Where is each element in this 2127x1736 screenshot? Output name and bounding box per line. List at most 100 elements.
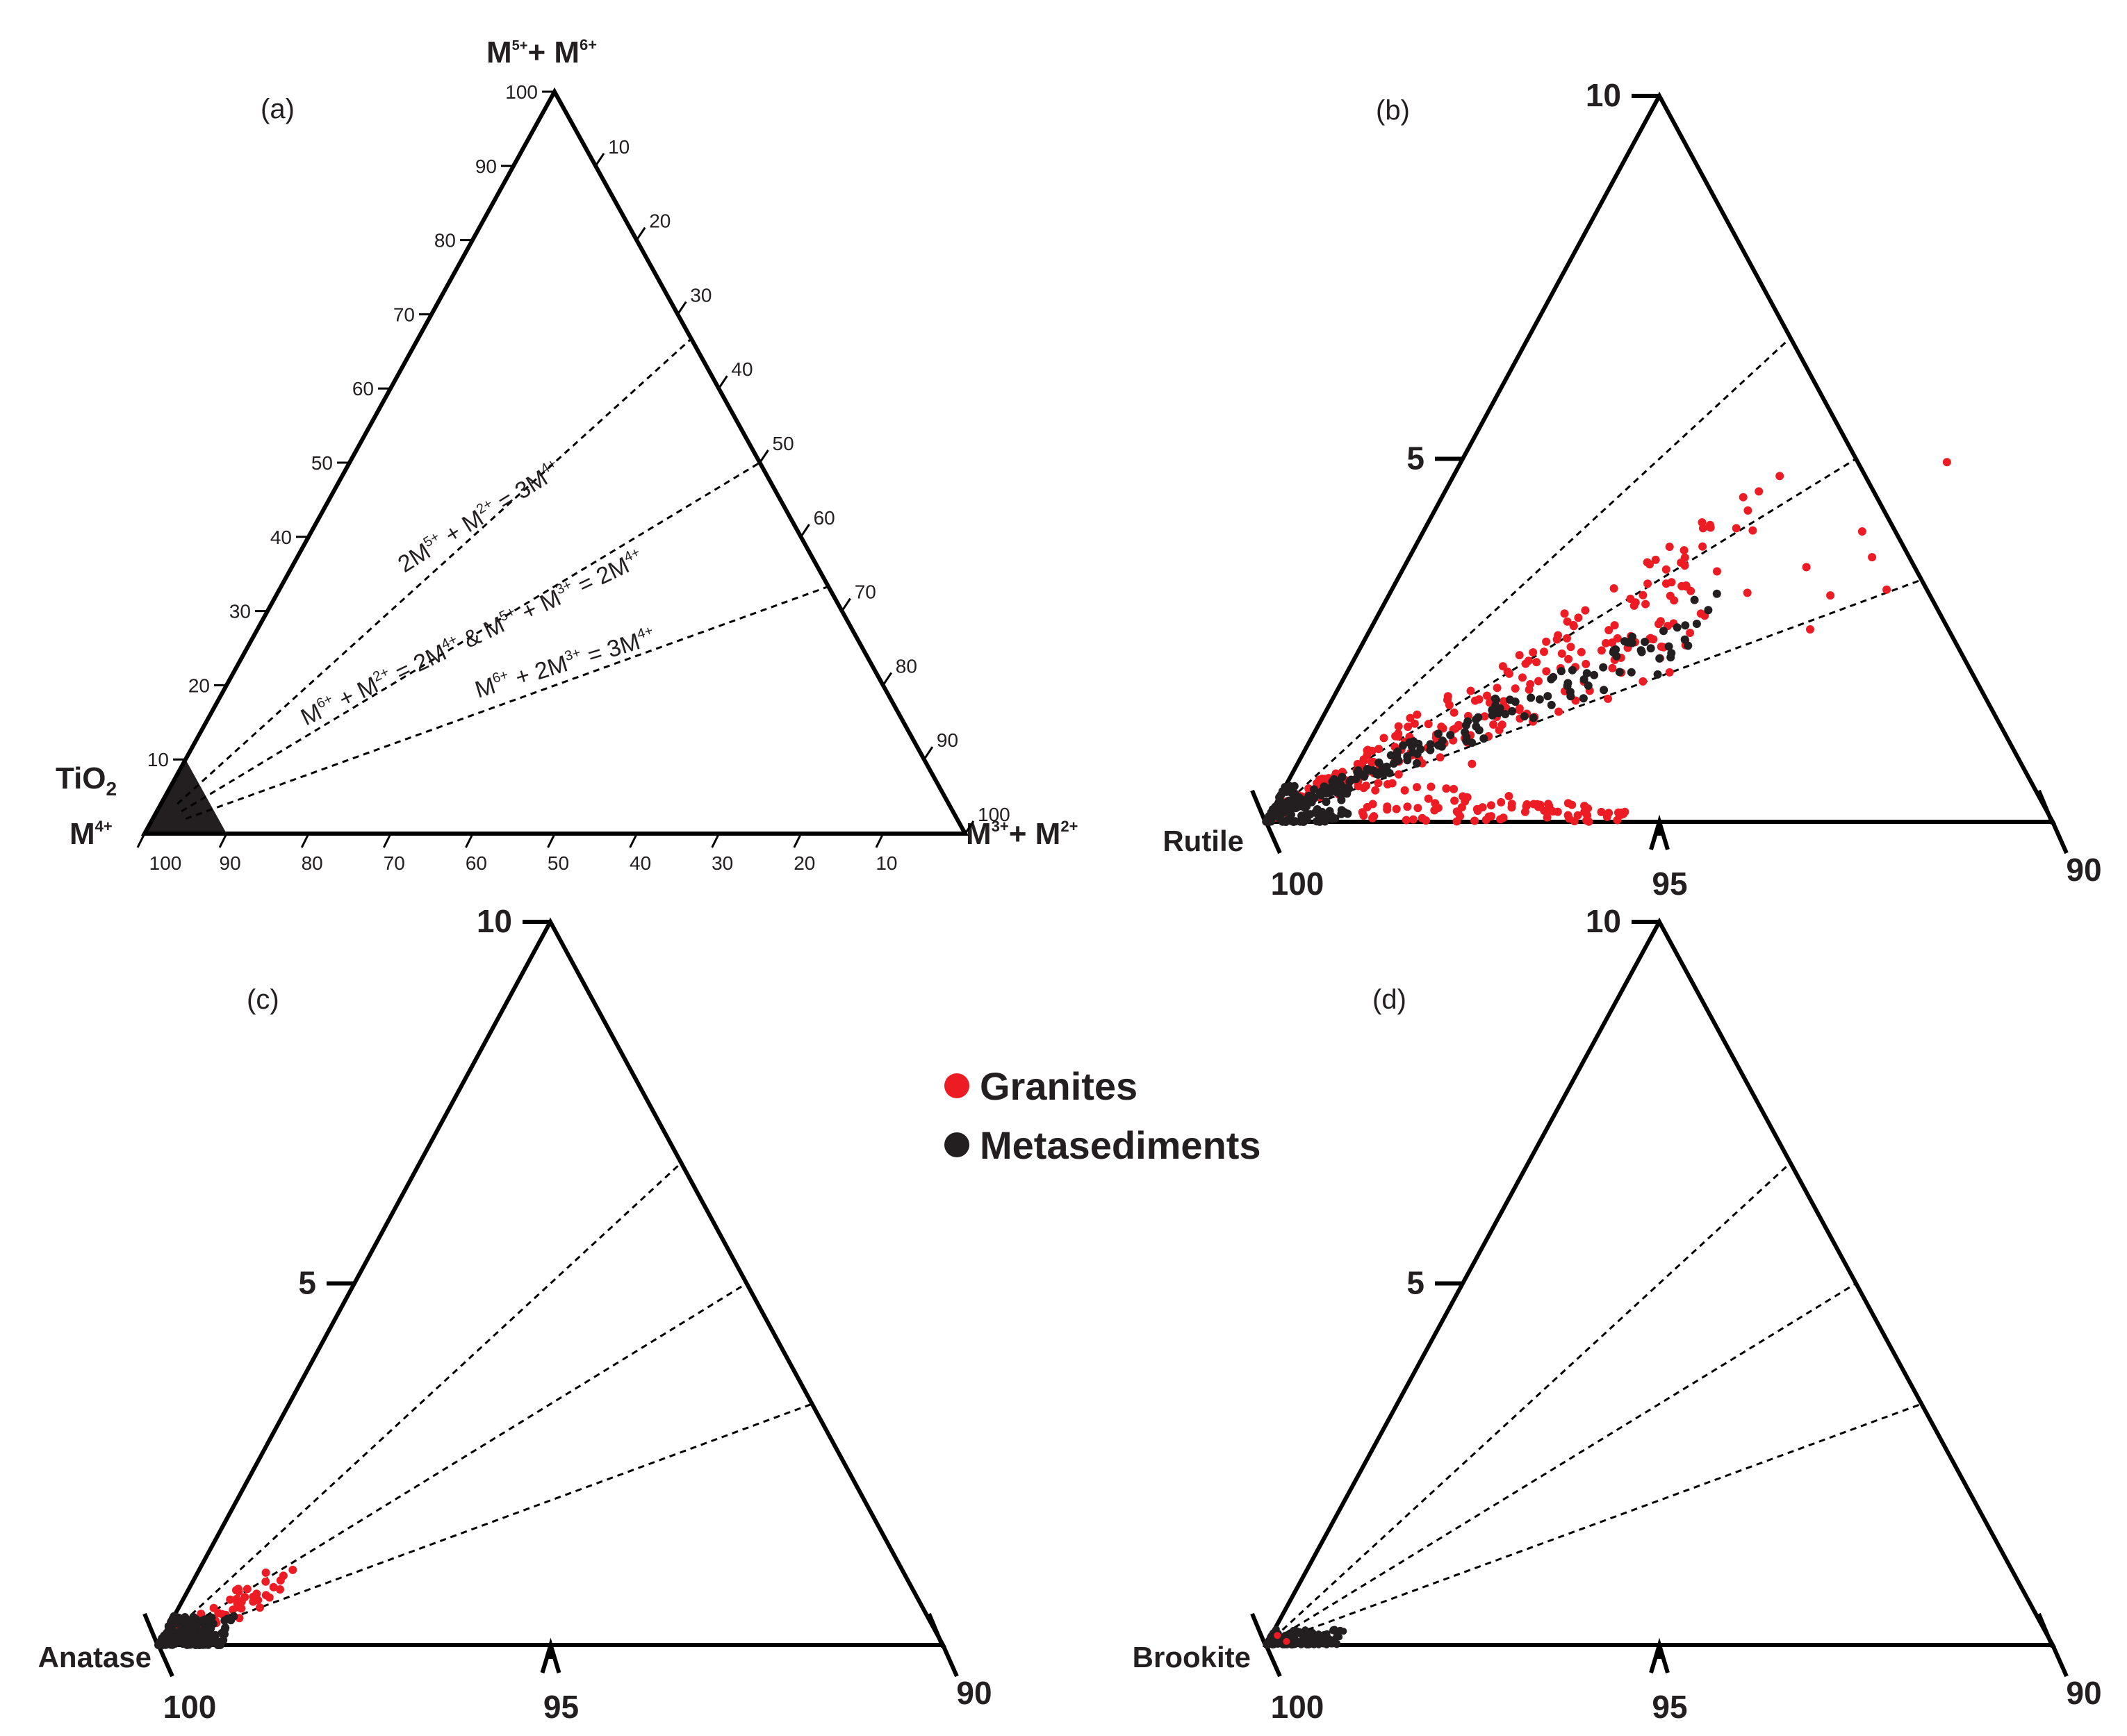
metasediment-point [1298, 815, 1307, 824]
granite-point [243, 1585, 252, 1594]
granite-point [1368, 813, 1377, 822]
granite-point [1379, 734, 1388, 743]
metasediment-point [1692, 620, 1701, 628]
metasediment-point [1527, 693, 1536, 702]
metasediment-point [1609, 648, 1618, 656]
right-tick-label: 20 [649, 210, 671, 232]
metasediment-point [1582, 669, 1591, 678]
granite-point [1569, 622, 1578, 631]
granite-point [1667, 578, 1676, 587]
granite-point [1680, 546, 1689, 555]
granite-point [1806, 625, 1814, 634]
granite-point [1475, 695, 1484, 704]
legend-granites-marker [944, 1073, 969, 1098]
granite-point [1857, 527, 1866, 536]
metasediment-point [181, 1613, 190, 1621]
granite-point [1487, 812, 1496, 820]
metasediment-point [1520, 712, 1529, 721]
metasediment-point [1266, 1634, 1274, 1642]
legend: Granites Metasediments [944, 1064, 1261, 1167]
bottom-tick-mark [629, 833, 638, 848]
substitution-line [185, 585, 829, 820]
reaction-label-1: 2M5+ + M2+ = 3M4+ [393, 456, 566, 577]
mineral-label: Brookite [1133, 1641, 1251, 1673]
granite-point [1394, 729, 1403, 738]
granite-point [1403, 802, 1412, 811]
granite-point [1515, 706, 1524, 714]
metasediment-point [1566, 692, 1575, 701]
corner-mark [1250, 1612, 1268, 1648]
granite-point [261, 1568, 270, 1577]
metasediment-point [1579, 694, 1588, 703]
axis-label-100: 100 [163, 1689, 217, 1725]
granite-point [1651, 555, 1660, 564]
granite-point [1584, 817, 1593, 826]
metasediment-point [220, 1630, 229, 1639]
substitution-line [158, 1282, 748, 1646]
metasediment-point [1290, 789, 1299, 798]
granite-point [1533, 800, 1542, 809]
substitution-line [176, 338, 692, 805]
granite-point [1732, 524, 1741, 533]
metasediment-point [1461, 728, 1470, 736]
granite-point [1404, 722, 1413, 731]
right-tick-mark [882, 672, 893, 686]
granite-point [1445, 701, 1454, 709]
panel-d-brookite: 100 95 90 5 10 (d) Brookite [1133, 903, 2102, 1725]
granite-point [1436, 753, 1445, 762]
granite-point [1639, 590, 1648, 600]
metasediment-point [1332, 781, 1341, 790]
left-tick-label: 30 [229, 601, 251, 622]
substitution-line [1265, 1282, 1857, 1646]
axis-label-10: 10 [477, 903, 512, 939]
metasediment-point [1641, 638, 1650, 646]
granite-point [1626, 595, 1635, 603]
granite-point [1507, 800, 1516, 809]
metasediment-point [1281, 818, 1290, 826]
axis-label-95: 95 [1652, 1689, 1687, 1725]
granite-point [1434, 804, 1443, 812]
granite-point [1452, 817, 1461, 826]
granite-point [1424, 794, 1433, 803]
granite-point [1424, 720, 1433, 729]
granite-point [249, 1597, 258, 1606]
substitution-line [1265, 1403, 1922, 1646]
metasediment-point [176, 1636, 185, 1645]
metasediment-point [1549, 672, 1558, 681]
metasediment-point [206, 1615, 215, 1624]
granite-point [1563, 634, 1571, 643]
granite-point [1713, 567, 1721, 576]
metasediment-point [1386, 751, 1395, 760]
granite-point [1613, 816, 1622, 825]
left-tick-label: 60 [352, 378, 374, 399]
granite-point [1670, 596, 1679, 605]
axis-label-5: 5 [1406, 1265, 1424, 1301]
granite-point [1371, 786, 1380, 795]
substitution-line [181, 461, 761, 813]
panel-c-anatase: 100 95 90 5 10 (c) Anatase [38, 903, 992, 1725]
granite-point [1643, 579, 1652, 588]
granite-point [1522, 802, 1531, 811]
substitution-lines [176, 338, 829, 820]
metasediment-point [1302, 809, 1311, 818]
granite-point [1775, 472, 1784, 481]
granite-point [1568, 800, 1577, 809]
metasediment-point [1276, 813, 1284, 822]
metasediment-point [1529, 713, 1538, 722]
metasediment-point [1345, 777, 1354, 786]
granite-point [1686, 629, 1695, 637]
granite-point [237, 1597, 246, 1606]
corner-mark [1264, 1644, 1282, 1678]
granite-point [1406, 713, 1415, 722]
metasediment-point [1322, 784, 1331, 793]
granite-point [1554, 707, 1563, 716]
granite-point [1427, 782, 1436, 791]
bottom-tick-mark [465, 833, 474, 848]
metasediment-point [1600, 686, 1609, 695]
metasediment-point [1392, 757, 1401, 766]
granite-point [1274, 1632, 1281, 1639]
granite-point [1739, 493, 1748, 502]
granite-point [1584, 804, 1593, 813]
granite-point [1680, 561, 1689, 570]
left-tick-label: 90 [475, 156, 497, 177]
